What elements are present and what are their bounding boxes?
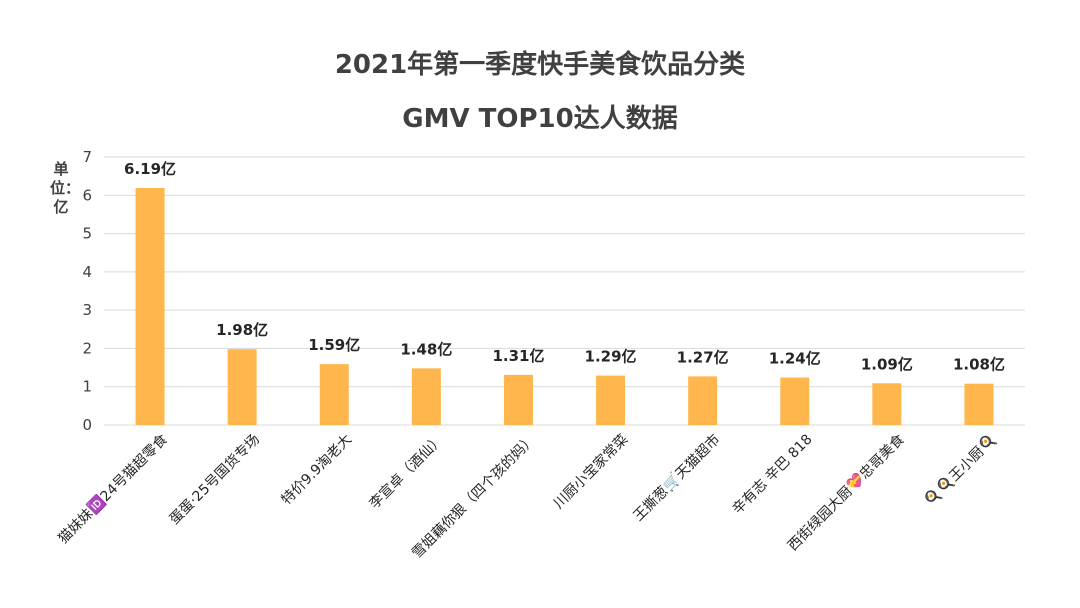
x-tick-label: 猫妹妹🆔24号猫超零食	[55, 431, 171, 547]
data-label: 1.59亿	[308, 336, 360, 354]
chart-title: 2021年第一季度快手美食饮品分类	[334, 50, 746, 80]
bar	[688, 376, 718, 425]
x-tick-label: 川厨小宝家常菜	[550, 431, 631, 512]
x-tick-label: 王撕葱🛒天猫超市	[630, 431, 724, 525]
bar	[596, 375, 626, 425]
x-tick-label: 李宣卓（酒仙）	[367, 432, 448, 513]
data-label: 1.29亿	[585, 348, 637, 366]
x-tick-label: 辛有志 辛巴 818	[730, 432, 816, 518]
data-label: 1.48亿	[400, 340, 452, 358]
bar	[135, 188, 165, 425]
y-tick-label: 0	[82, 416, 92, 434]
y-tick-label: 4	[82, 263, 92, 281]
y-tick-label: 6	[82, 186, 92, 204]
data-label: 1.08亿	[953, 356, 1005, 374]
bar	[964, 383, 994, 425]
x-tick-label: 特价9.9淘老大	[279, 432, 356, 509]
data-label: 1.09亿	[861, 355, 913, 373]
data-label: 1.98亿	[216, 321, 268, 339]
data-label: 1.24亿	[769, 350, 821, 368]
y-tick-label: 2	[82, 339, 92, 357]
x-tick-label: 蛋蛋·25号国货专场	[166, 431, 263, 528]
data-label: 1.27亿	[677, 348, 729, 366]
bar	[872, 383, 902, 425]
y-tick-label: 3	[82, 301, 92, 319]
data-label: 6.19亿	[124, 160, 176, 178]
data-label: 1.31亿	[492, 347, 544, 365]
y-tick-label: 5	[82, 225, 92, 243]
bar	[319, 364, 349, 425]
bar	[411, 368, 441, 425]
y-tick-label: 7	[82, 148, 92, 166]
bar	[227, 349, 257, 425]
bar	[780, 377, 810, 425]
chart-subtitle: GMV TOP10达人数据	[402, 104, 678, 134]
bar	[503, 374, 533, 425]
x-tick-label: 🍳🍳王小厨🍳	[921, 431, 1000, 510]
y-tick-label: 1	[82, 378, 92, 396]
